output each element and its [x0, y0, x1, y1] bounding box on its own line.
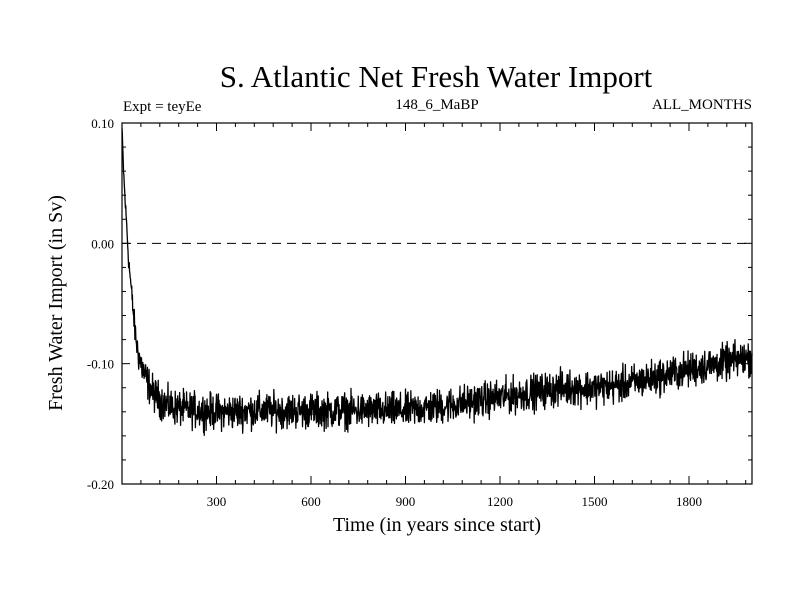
x-tick-label: 1500 [582, 494, 608, 509]
y-tick-label: 0.00 [91, 236, 114, 251]
y-tick-label: 0.10 [91, 116, 114, 131]
plot-area: 300 600 900 1200 1500 1800 0.10 0.00 -0.10 -0.20 [87, 116, 753, 509]
months-label: ALL_MONTHS [652, 97, 752, 113]
y-tick-label: -0.20 [87, 477, 114, 492]
x-tick-label: 900 [396, 494, 416, 509]
run-label: 148_6_MaBP [395, 97, 478, 113]
plot-frame [121, 122, 753, 485]
x-tick-label: 300 [207, 494, 227, 509]
chart-title: S. Atlantic Net Fresh Water Import [220, 59, 653, 94]
x-tick-label: 1200 [487, 494, 513, 509]
x-tick-label: 1800 [676, 494, 702, 509]
x-tick-label: 600 [301, 494, 321, 509]
y-axis-label: Fresh Water Import (in Sv) [45, 195, 67, 411]
y-tick-label: -0.10 [87, 357, 114, 372]
x-axis-label: Time (in years since start) [333, 514, 541, 536]
experiment-label: Expt = teyEe [123, 99, 202, 115]
series-line [121, 128, 753, 436]
